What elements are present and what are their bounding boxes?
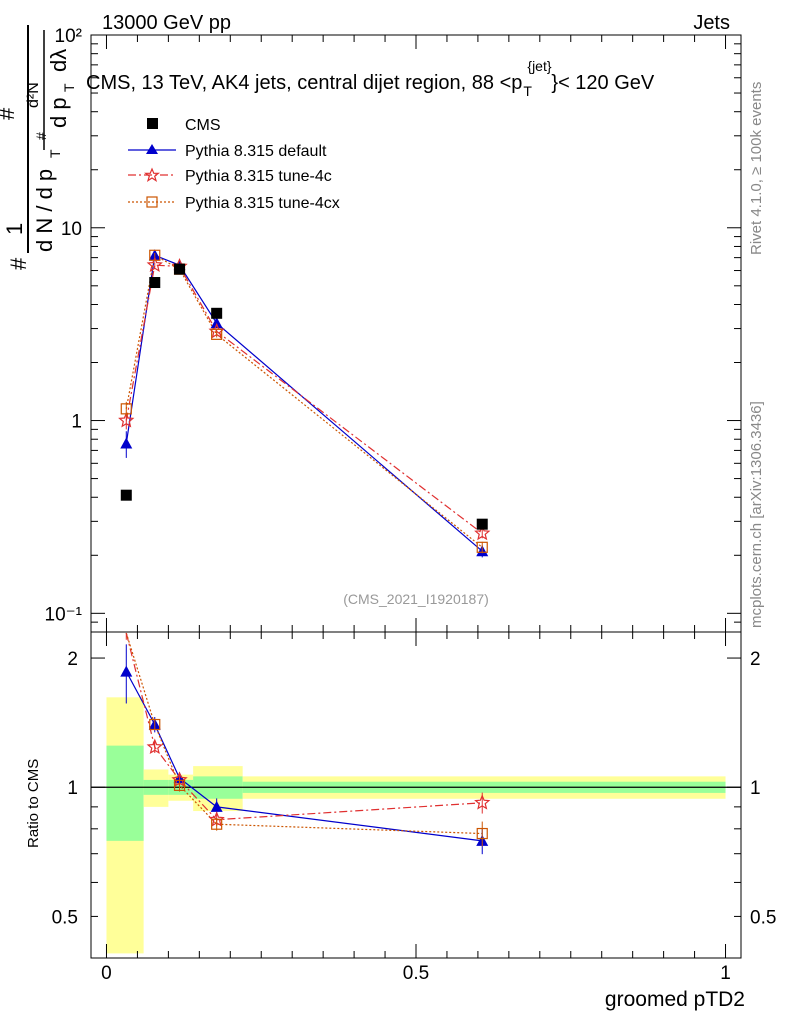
- main-y-tick-label: 10⁻¹: [45, 604, 83, 625]
- legend-marker-default: [146, 144, 158, 154]
- ratio-y-tick-label-left: 2: [67, 649, 78, 670]
- svg-text:d²N: d²N: [25, 82, 42, 108]
- ratio-point-1-1: [146, 738, 163, 755]
- ratio-y-tick-label-right: 2: [750, 649, 761, 670]
- ratio-uncertainty-bands: [91, 697, 741, 954]
- svg-text:T: T: [523, 83, 532, 99]
- data-point-0: [120, 489, 132, 501]
- legend-marker-cms: [147, 118, 158, 129]
- ratio-y-tick-label-left: 0.5: [52, 907, 78, 928]
- band-inner-0: [106, 745, 144, 841]
- svg-text:1: 1: [2, 223, 27, 235]
- main-y-axis-label: # 1 d N / d p T # # d²N d p T dλ: [0, 25, 77, 270]
- x-axis-label: groomed pTD2: [605, 988, 745, 1011]
- ratio-y-tick-label-left: 1: [67, 778, 78, 799]
- x-tick-label: 1: [720, 963, 731, 984]
- rivet-label: Rivet 4.1.0, ≥ 100k events: [748, 82, 765, 255]
- data-point-3: [211, 307, 223, 319]
- main-point-1-0: [118, 411, 135, 428]
- svg-text:CMS, 13 TeV, AK4 jets, central: CMS, 13 TeV, AK4 jets, central dijet reg…: [86, 72, 522, 94]
- svg-text:{jet}: {jet}: [527, 58, 551, 74]
- main-point-2-4: [476, 541, 488, 553]
- data-point-1: [149, 277, 161, 289]
- legend-marker-tune-4cx: [146, 196, 158, 208]
- svg-text:T: T: [61, 83, 77, 92]
- main-point-0-3: [210, 317, 223, 329]
- ratio-point-0-0: [120, 665, 133, 677]
- svg-text:dλ: dλ: [46, 49, 71, 72]
- ratio-point-0-3: [210, 800, 223, 812]
- header-type: Jets: [693, 12, 730, 34]
- x-tick-label: 0.5: [403, 963, 429, 984]
- main-line-series-0: [125, 254, 483, 552]
- main-point-0-0: [120, 437, 133, 449]
- header-process: 13000 GeV pp: [102, 12, 231, 34]
- svg-text:d p: d p: [46, 97, 71, 128]
- main-point-2-1: [149, 249, 161, 261]
- ratio-line-series-2: [125, 632, 483, 835]
- svg-text:#: #: [6, 257, 31, 270]
- svg-text:d N / d p: d N / d p: [32, 169, 57, 252]
- main-y-tick-label: 1: [71, 412, 82, 433]
- main-y-tick-label: 10²: [55, 26, 82, 47]
- legend-label-tune-4cx: Pythia 8.315 tune-4cx: [185, 195, 340, 212]
- data-point-4: [476, 518, 488, 530]
- ratio-y-tick-label-right: 1: [750, 778, 761, 799]
- ratio-point-1-4: [474, 794, 491, 810]
- legend: CMS Pythia 8.315 default Pythia 8.315 tu…: [128, 117, 340, 212]
- ratio-y-axis-label: Ratio to CMS: [25, 759, 42, 848]
- ratio-line-series-0: [125, 671, 483, 842]
- main-point-1-4: [474, 524, 491, 541]
- series-marks: [118, 249, 491, 855]
- analysis-watermark: (CMS_2021_I1920187): [343, 591, 489, 607]
- svg-text:}< 120 GeV: }< 120 GeV: [551, 72, 655, 94]
- ratio-y-tick-label-right: 0.5: [750, 907, 776, 928]
- ratio-point-2-4: [476, 827, 488, 840]
- main-point-2-3: [211, 328, 223, 340]
- x-tick-label: 0: [101, 963, 112, 984]
- main-point-1-1: [146, 256, 163, 273]
- svg-text:T: T: [47, 149, 63, 158]
- data-point-2: [174, 263, 186, 275]
- main-line-series-1: [125, 264, 483, 534]
- main-line-series-2: [125, 254, 483, 548]
- main-point-2-0: [120, 403, 132, 415]
- plot-title: CMS, 13 TeV, AK4 jets, central dijet reg…: [86, 58, 655, 99]
- legend-label-cms: CMS: [185, 117, 221, 134]
- ratio-point-2-2: [173, 779, 186, 791]
- main-y-tick-label: 10: [61, 219, 82, 240]
- mcplots-label: mcplots.cern.ch [arXiv:1306.3436]: [748, 401, 765, 628]
- svg-text:#: #: [0, 107, 19, 120]
- legend-label-tune-4c: Pythia 8.315 tune-4c: [185, 168, 332, 185]
- legend-label-default: Pythia 8.315 default: [185, 143, 327, 160]
- legend-marker-tune-4c: [143, 167, 161, 182]
- axes: 10⁻¹ 1 10 10² 0.5 0.5 1 1 2 2 0 0.5 1: [45, 26, 777, 984]
- svg-text:#: #: [33, 132, 49, 140]
- ratio-point-2-3: [211, 818, 223, 830]
- ratio-point-2-1: [149, 718, 161, 731]
